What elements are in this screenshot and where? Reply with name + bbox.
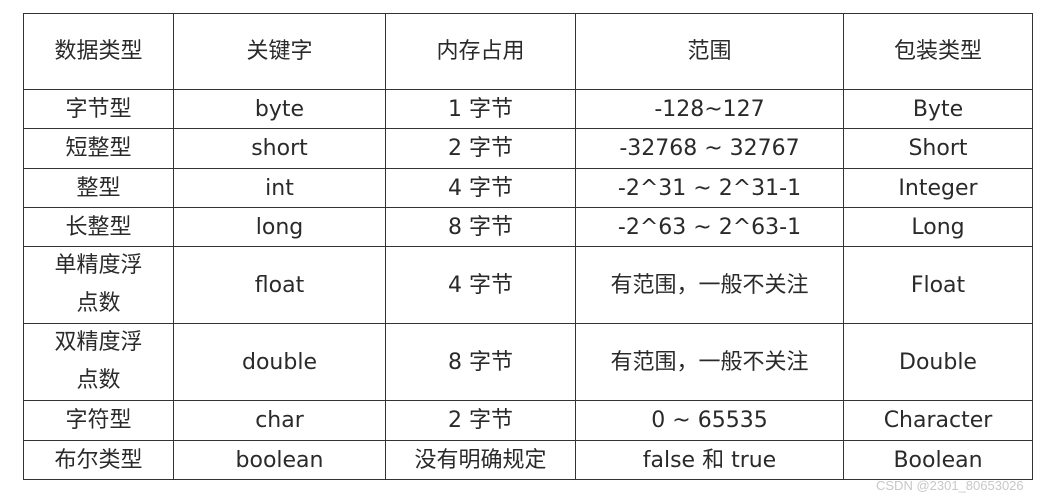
table-cell: byte (173, 89, 386, 129)
table-cell: 2 字节 (385, 128, 576, 169)
table-cell: Character (843, 400, 1033, 441)
table-row: 双精度浮点数 double 8 字节 有范围，一般不关注 Double (23, 323, 1033, 401)
header-cell: 包装类型 (843, 13, 1033, 90)
table-row: 单精度浮点数 float 4 字节 有范围，一般不关注 Float (23, 246, 1033, 324)
table-cell: 0 ~ 65535 (575, 400, 844, 441)
table-cell: false 和 true (575, 440, 844, 480)
table-cell: 有范围，一般不关注 (575, 323, 844, 401)
table-cell: 字节型 (23, 89, 174, 129)
table-row: 短整型 short 2 字节 -32768 ~ 32767 Short (23, 128, 1033, 169)
table-row: 字符型 char 2 字节 0 ~ 65535 Character (23, 400, 1033, 441)
table-row: 整型 int 4 字节 -2^31 ~ 2^31-1 Integer (23, 168, 1033, 208)
table-cell: 4 字节 (385, 246, 576, 324)
table-cell: -32768 ~ 32767 (575, 128, 844, 169)
table-cell: boolean (173, 440, 386, 480)
table-cell: 短整型 (23, 128, 174, 169)
table-cell: -2^31 ~ 2^31-1 (575, 168, 844, 208)
table-cell: 没有明确规定 (385, 440, 576, 480)
table-cell: Boolean (843, 440, 1033, 480)
table-cell: 单精度浮点数 (23, 246, 174, 324)
table-cell: long (173, 207, 386, 247)
table-cell: Double (843, 323, 1033, 401)
table-cell: float (173, 246, 386, 324)
table-cell: 整型 (23, 168, 174, 208)
table-cell: short (173, 128, 386, 169)
table-cell: 8 字节 (385, 323, 576, 401)
table-row: 字节型 byte 1 字节 -128~127 Byte (23, 89, 1033, 129)
table-cell: 有范围，一般不关注 (575, 246, 844, 324)
table-cell: char (173, 400, 386, 441)
table-cell: Integer (843, 168, 1033, 208)
table-cell: Byte (843, 89, 1033, 129)
table-row: 长整型 long 8 字节 -2^63 ~ 2^63-1 Long (23, 207, 1033, 247)
header-cell: 关键字 (173, 13, 386, 90)
table-cell: Float (843, 246, 1033, 324)
watermark: CSDN @2301_80653026 (876, 478, 1024, 493)
header-row: 数据类型 关键字 内存占用 范围 包装类型 (23, 13, 1033, 90)
table-cell: 字符型 (23, 400, 174, 441)
header-cell: 内存占用 (385, 13, 576, 90)
header-cell: 范围 (575, 13, 844, 90)
table-cell: 布尔类型 (23, 440, 174, 480)
table-cell: 1 字节 (385, 89, 576, 129)
table-cell: -128~127 (575, 89, 844, 129)
table-cell: 4 字节 (385, 168, 576, 208)
table-cell: 长整型 (23, 207, 174, 247)
table-cell: Long (843, 207, 1033, 247)
table-cell: 8 字节 (385, 207, 576, 247)
table-row: 布尔类型 boolean 没有明确规定 false 和 true Boolean (23, 440, 1033, 480)
table-cell: int (173, 168, 386, 208)
header-cell: 数据类型 (23, 13, 174, 90)
table-cell: double (173, 323, 386, 401)
data-types-table: 数据类型 关键字 内存占用 范围 包装类型 字节型 byte 1 字节 -128~127 Byte… (23, 13, 1033, 480)
table-cell: -2^63 ~ 2^63-1 (575, 207, 844, 247)
table-cell: Short (843, 128, 1033, 169)
table-cell: 双精度浮点数 (23, 323, 174, 401)
table-cell: 2 字节 (385, 400, 576, 441)
